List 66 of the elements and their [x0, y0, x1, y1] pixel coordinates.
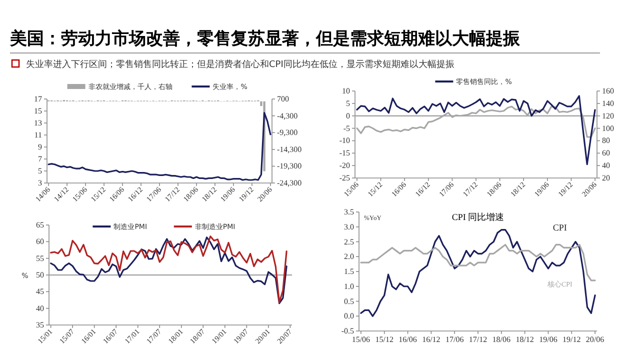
- y-tick-label: -25: [339, 174, 350, 182]
- y-tick-label: 65: [36, 220, 44, 230]
- x-tick-label: 18/12: [516, 335, 534, 344]
- line-series: [356, 95, 596, 166]
- x-tick-label: 18/06: [492, 335, 511, 344]
- y-tick-label: 1.0: [344, 282, 354, 291]
- x-tick-label: 16/12: [422, 335, 440, 344]
- chart-subtitle: 失业率进入下行区间；零售销售同比转正；但是消费者信心和CPI同比均在低位，显示需求短期难以大幅提振: [26, 59, 454, 70]
- y-tick-label: -5: [343, 124, 350, 133]
- y2-tick-label: 140: [602, 98, 614, 108]
- y-tick-label: 2.0: [344, 252, 354, 262]
- y2-tick-label: -14,300: [277, 144, 302, 154]
- y-tick-label: 5: [346, 98, 350, 108]
- y-tick-label: 10: [342, 86, 350, 96]
- series-label: CPI: [552, 222, 567, 233]
- y-tick-label: 50: [36, 270, 44, 280]
- y-tick-label: 7: [38, 154, 42, 164]
- line-series: [360, 244, 596, 282]
- y2-tick-label: 20: [602, 174, 610, 182]
- chart-title: 美国：劳动力市场改善，零售复苏显著，但是需求短期难以大幅提振: [9, 28, 521, 48]
- y2-tick-label: 700: [277, 94, 289, 104]
- x-tick-label: 15/06: [352, 335, 370, 344]
- x-tick-label: 15/12: [375, 335, 394, 344]
- x-tick-label: 20/06: [586, 335, 604, 344]
- line-series: [48, 112, 272, 181]
- y2-tick-label: 80: [602, 136, 610, 146]
- y-tick-label: 3.5: [344, 208, 354, 216]
- y-tick-label: -15: [339, 148, 350, 158]
- x-tick-label: 17/12: [468, 335, 488, 344]
- y-tick-label: 17: [34, 94, 42, 104]
- y2-tick-label: 60: [602, 148, 610, 158]
- y-tick-label: 45: [36, 287, 44, 296]
- x-tick-label: 16/06: [398, 335, 417, 344]
- y-tick-label: 0.0: [344, 312, 354, 321]
- x-tick-label: 17/06: [445, 335, 464, 344]
- y-tick-label: 5: [38, 166, 42, 176]
- y2-tick-label: 100: [602, 124, 614, 133]
- y-tick-label: 3.0: [344, 222, 354, 232]
- y2-tick-label: -24,300: [277, 178, 302, 188]
- y2-tick-label: 160: [602, 86, 614, 96]
- line-series: [360, 229, 596, 317]
- y-tick-label: 0: [346, 111, 350, 120]
- y-tick-label: 2.5: [344, 237, 354, 246]
- y-tick-label: 35: [36, 320, 44, 330]
- y-tick-label: 55: [36, 254, 44, 263]
- y-tick-label: 13: [34, 118, 42, 128]
- y-tick-label: 1.5: [344, 267, 354, 276]
- y-tick-label: 9: [38, 142, 42, 152]
- x-tick-label: 19/06: [539, 335, 558, 344]
- y-tick-label: 15: [34, 106, 42, 116]
- y-tick-label: 40: [36, 304, 44, 313]
- y-tick-label: 3: [38, 178, 42, 188]
- y-tick-label: -0.5: [341, 326, 354, 336]
- chart-title: CPI 同比增速: [452, 212, 504, 222]
- y2-tick-label: -9,300: [277, 128, 298, 138]
- y-tick-label: 11: [34, 130, 42, 140]
- line-series: [356, 106, 596, 138]
- y2-tick-label: 120: [602, 111, 614, 120]
- y2-tick-label: -4,300: [277, 111, 298, 120]
- y2-tick-label: -19,300: [277, 162, 302, 171]
- y-tick-label: 60: [36, 237, 44, 246]
- y-tick-label: -20: [339, 161, 350, 170]
- y2-tick-label: 40: [602, 161, 610, 170]
- x-tick-label: 19/12: [562, 335, 581, 344]
- y-tick-label: 0.5: [344, 296, 354, 306]
- y-tick-label: -10: [339, 136, 350, 146]
